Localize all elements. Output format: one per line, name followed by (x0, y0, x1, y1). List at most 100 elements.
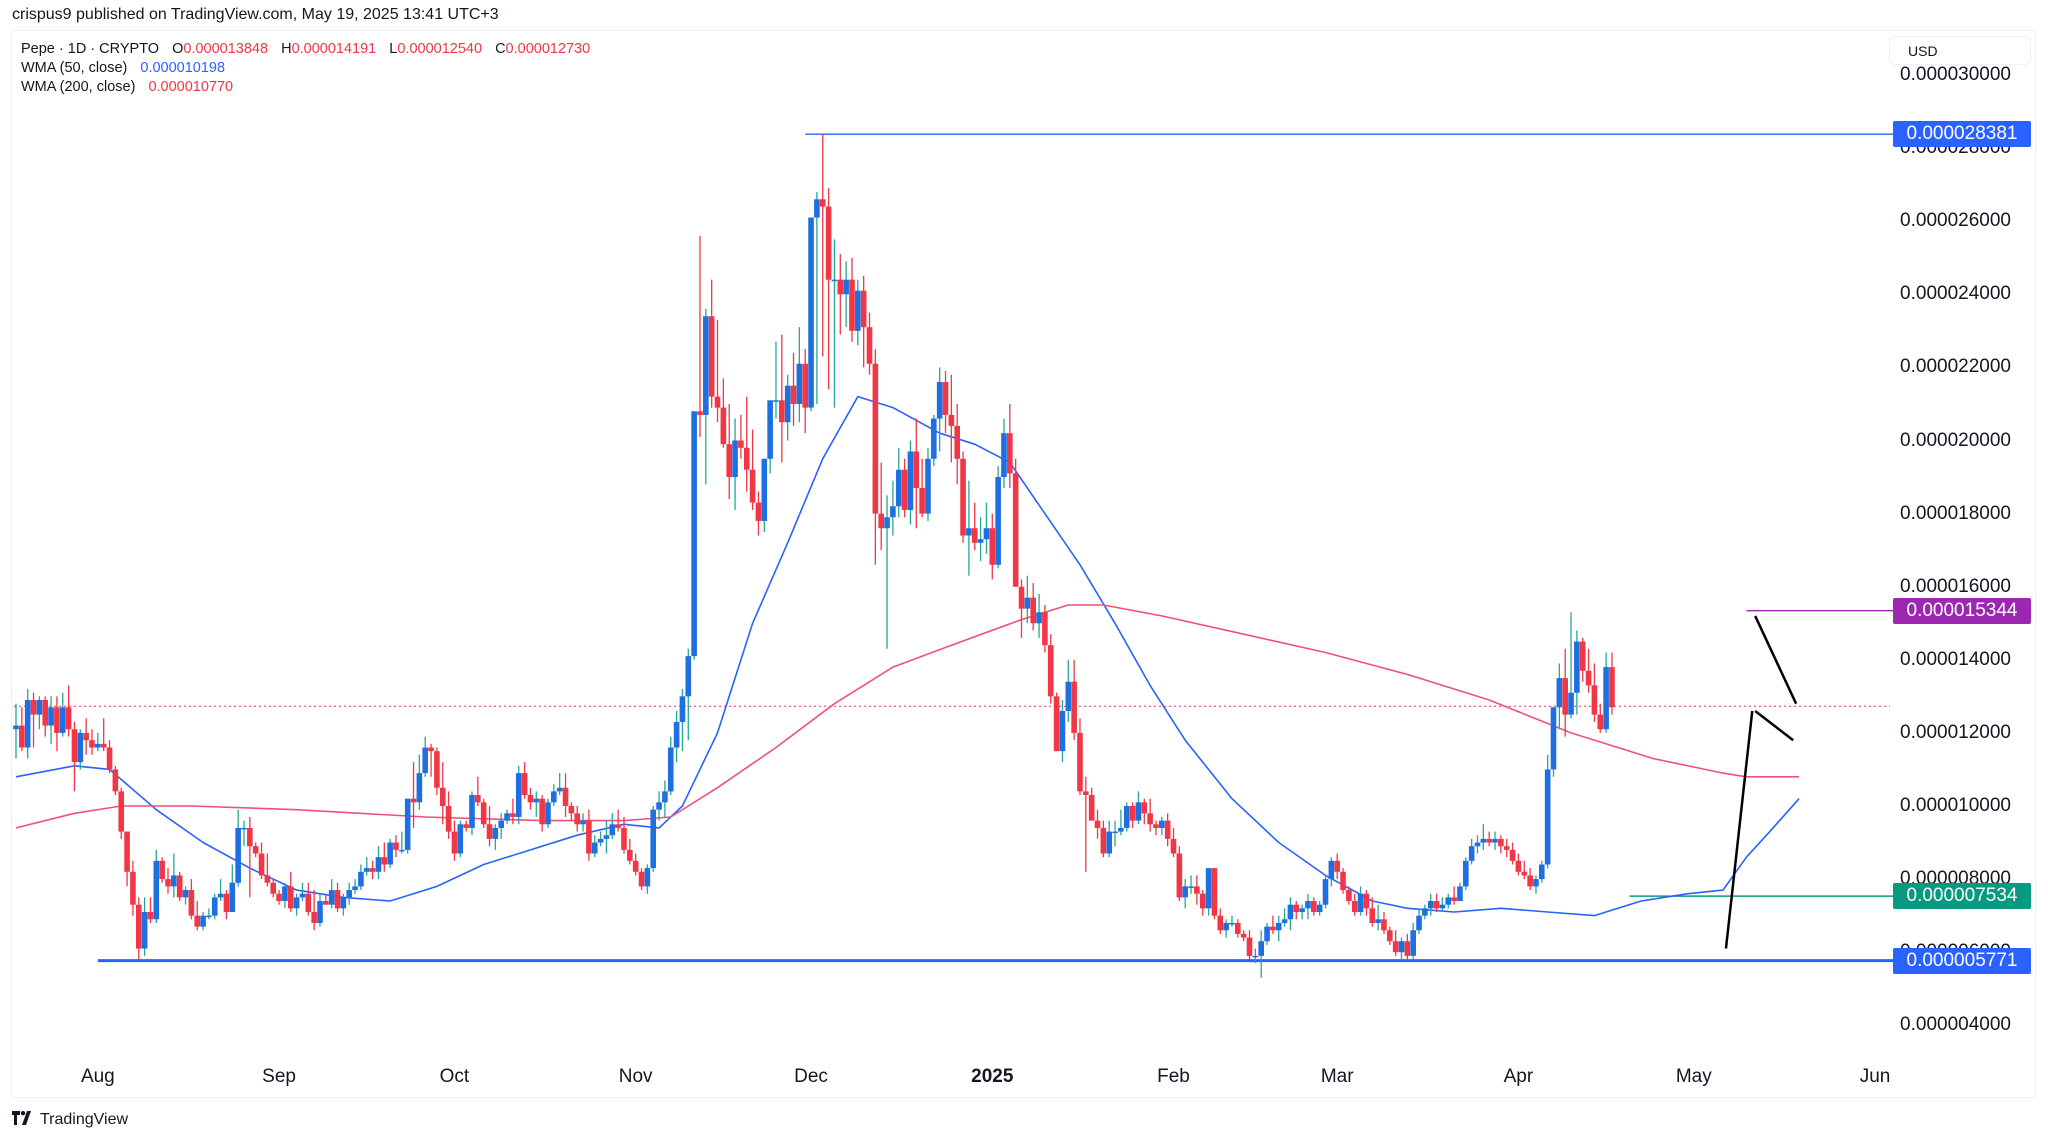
candle-body (779, 400, 785, 423)
candle-body (323, 901, 329, 905)
candle-body (679, 696, 686, 722)
candle-body (960, 458, 966, 536)
time-axis-tick: Mar (1320, 1066, 1354, 1087)
candle-body (743, 447, 750, 470)
symbol-title[interactable]: Pepe · 1D · CRYPTO (21, 41, 160, 57)
candle-body (802, 363, 809, 408)
candle-body (1486, 838, 1492, 843)
candle-body (1129, 806, 1136, 821)
candle-body (662, 791, 668, 803)
candle-body (1147, 813, 1153, 825)
candle-body (562, 787, 569, 806)
candle-body (574, 813, 581, 825)
candle-body (369, 868, 376, 872)
candle-body (504, 813, 510, 821)
currency-selector[interactable]: USD (1889, 36, 2031, 65)
candle-body (1579, 641, 1586, 671)
candle-body (399, 849, 405, 852)
candle-body (387, 842, 393, 865)
price-level-tag: 0.000015344 (1893, 597, 2031, 624)
candle-body (919, 488, 925, 514)
price-axis-tick: 0.000010000 (1900, 795, 2011, 816)
candle-body (13, 725, 19, 730)
candle-body (24, 700, 31, 748)
candle-body (346, 890, 353, 898)
candle-body (352, 886, 358, 891)
candle-body (1474, 842, 1481, 847)
price-level-tag: 0.000007534 (1893, 883, 2031, 910)
legend-wma200-row[interactable]: WMA (200, close) 0.000010770 (21, 78, 590, 97)
candle-body (1170, 838, 1177, 854)
tradingview-brand: TradingView (40, 1111, 129, 1128)
candle-body (1223, 922, 1229, 931)
price-axis-tick: 0.000014000 (1900, 648, 2011, 670)
price-axis-tick: 0.000030000 (1900, 64, 2011, 85)
candle-body (264, 875, 271, 883)
candle-body (1217, 915, 1224, 931)
price-level-tag: 0.000005771 (1893, 947, 2031, 974)
candle-body (445, 806, 452, 832)
time-axis-tick: Dec (794, 1066, 828, 1087)
candle-body (258, 853, 265, 876)
time-axis-tick: Aug (80, 1066, 115, 1087)
tradingview-logo[interactable]: TradingView (12, 1110, 128, 1130)
candle-body (1585, 670, 1592, 686)
candle-body (1603, 667, 1609, 730)
candle-body (773, 400, 779, 402)
candle-body (1544, 769, 1551, 865)
candle-body (849, 279, 855, 331)
candle-body (1463, 860, 1469, 887)
candle-body (1316, 904, 1323, 912)
price-axis-tick: 0.000004000 (1900, 1014, 2011, 1036)
time-axis-tick: 2025 (971, 1066, 1014, 1087)
candle-body (1416, 915, 1422, 931)
candle-body (42, 700, 49, 726)
candle-body (410, 798, 417, 803)
candle-body (340, 897, 347, 909)
legend-wma50-row[interactable]: WMA (50, close) 0.000010198 (21, 59, 590, 78)
candle-body (1381, 919, 1387, 931)
candle-body (691, 411, 697, 657)
candle-body (667, 747, 674, 792)
candle-body (428, 747, 434, 752)
candle-body (451, 831, 458, 854)
candle-body (1503, 846, 1510, 850)
wma50-value: 0.000010198 (140, 60, 226, 76)
candle-body (1521, 871, 1528, 876)
candle-body (475, 795, 481, 803)
candle-body (1001, 433, 1007, 478)
candle-body (147, 911, 154, 920)
candle-body (825, 206, 832, 280)
candle-body (457, 824, 464, 854)
candle-body (732, 440, 738, 478)
candle-body (1246, 937, 1253, 956)
candle-body (83, 732, 89, 741)
candle-body (480, 802, 487, 825)
candle-body (907, 451, 914, 510)
candle-body (1351, 901, 1358, 912)
candle-body (1211, 868, 1218, 916)
candle-body (247, 827, 253, 847)
candle-body (235, 827, 241, 883)
candle-body (1527, 875, 1533, 887)
candle-body (784, 385, 791, 423)
candle-body (317, 901, 323, 923)
candle-body (931, 418, 937, 459)
candle-body (521, 773, 528, 796)
candle-body (895, 469, 902, 507)
candle-body (1164, 820, 1171, 839)
candle-body (621, 827, 627, 850)
price-axis-tick: 0.000026000 (1900, 210, 2011, 232)
chart-pane[interactable] (11, 30, 2036, 1098)
candle-body (358, 871, 364, 887)
chart-legend: Pepe · 1D · CRYPTO O0.000013848 H0.00001… (21, 40, 590, 97)
price-level-tag: 0.000028381 (1893, 121, 2031, 148)
candle-body (112, 769, 119, 792)
candle-body (1404, 941, 1411, 956)
candle-body (755, 502, 762, 521)
candle-body (1258, 941, 1264, 956)
candle-body (19, 725, 25, 748)
candle-body (30, 700, 37, 715)
flag-pole-line (1724, 710, 1754, 949)
